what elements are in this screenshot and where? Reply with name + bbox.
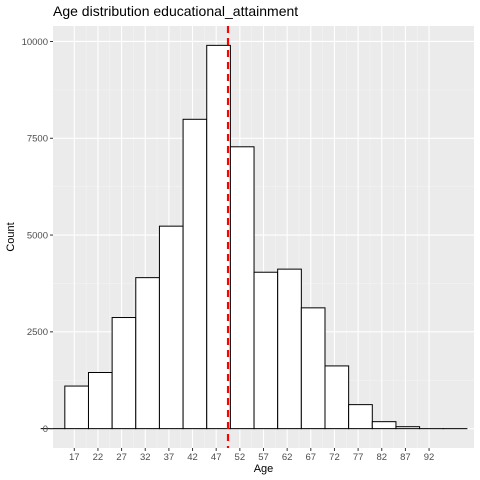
- x-tick-label: 82: [376, 452, 387, 463]
- x-tick-label: 77: [353, 452, 364, 463]
- y-tick-label: 2500: [27, 327, 48, 338]
- x-tick-label: 62: [282, 452, 293, 463]
- x-axis-title: Age: [254, 463, 274, 475]
- histogram-bar: [348, 404, 373, 430]
- histogram-bar: [277, 268, 302, 430]
- histogram-bar: [253, 271, 279, 430]
- y-tick-label: 5000: [27, 230, 48, 241]
- x-tick-label: 67: [306, 452, 317, 463]
- y-tick-label: 10000: [22, 37, 48, 48]
- histogram-bar: [229, 146, 255, 430]
- chart-title: Age distribution educational_attainment: [53, 3, 298, 19]
- x-tick-label: 87: [400, 452, 411, 463]
- y-tick-label: 7500: [27, 134, 48, 145]
- x-tick-label: 22: [93, 452, 104, 463]
- histogram-bar: [111, 317, 137, 430]
- x-tick-label: 37: [164, 452, 175, 463]
- x-tick-label: 52: [235, 452, 246, 463]
- histogram-bar: [64, 385, 89, 430]
- histogram-bar: [371, 421, 397, 430]
- histogram-bar: [206, 44, 231, 430]
- histogram-bar: [135, 277, 160, 430]
- histogram-bars: [40, 44, 468, 430]
- x-tick-label: 42: [187, 452, 198, 463]
- x-tick-label: 57: [258, 452, 269, 463]
- x-tick-label: 72: [329, 452, 340, 463]
- histogram-bar: [87, 372, 113, 430]
- x-tick-label: 47: [211, 452, 222, 463]
- histogram-bar: [182, 118, 208, 430]
- x-tick-label: 92: [424, 452, 435, 463]
- histogram-bar: [300, 307, 326, 430]
- y-tick-label: 0: [43, 424, 48, 435]
- x-tick-label: 32: [140, 452, 151, 463]
- x-tick-label: 27: [116, 452, 127, 463]
- plot-panel: [40, 26, 474, 448]
- histogram-bar: [158, 225, 184, 430]
- histogram-bar: [324, 365, 350, 430]
- y-axis-title: Count: [5, 222, 17, 251]
- histogram-bar: [395, 426, 421, 430]
- x-tick-label: 17: [69, 452, 80, 463]
